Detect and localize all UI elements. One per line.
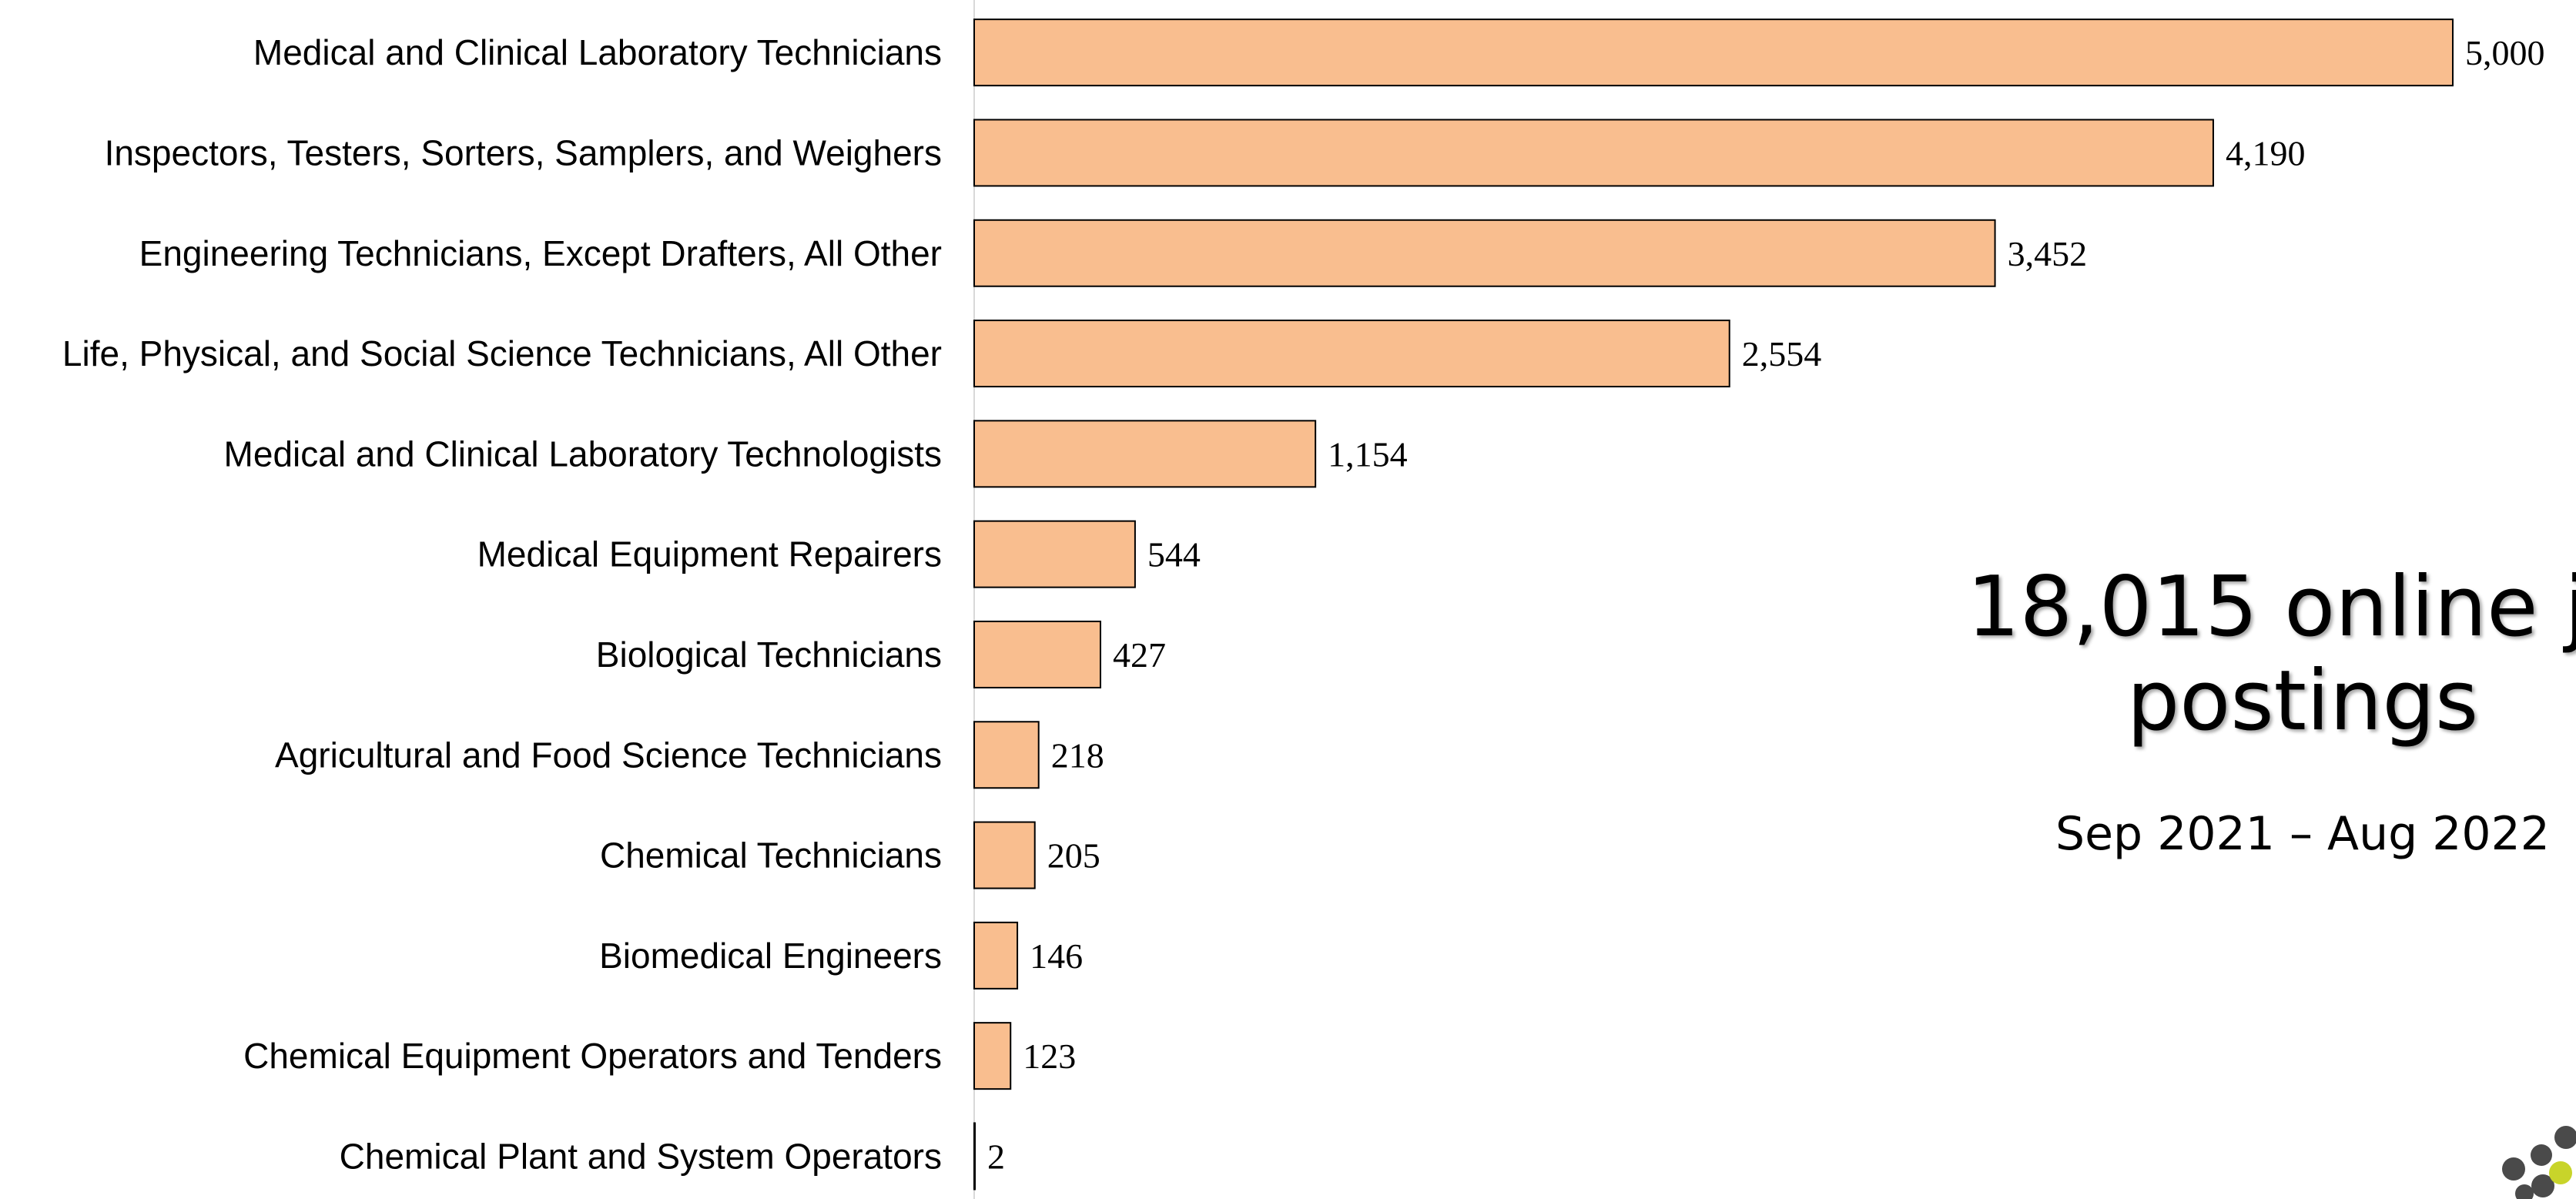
- bar: [973, 821, 1036, 889]
- category-label: Chemical Technicians: [600, 836, 942, 876]
- bar: [973, 921, 1019, 990]
- value-label: 2,554: [1742, 334, 1822, 373]
- logo-dot: [2515, 1184, 2534, 1199]
- value-label: 218: [1051, 735, 1104, 775]
- date-range-subtitle: Sep 2021 – Aug 2022: [2055, 807, 2550, 861]
- category-label: Engineering Technicians, Except Drafters…: [139, 233, 942, 273]
- category-labels-group: Medical and Clinical Laboratory Technici…: [62, 32, 942, 1176]
- value-label: 1,154: [1328, 434, 1408, 474]
- bar: [973, 620, 1101, 688]
- bar: [973, 219, 1996, 287]
- bar: [973, 420, 1317, 488]
- category-label: Medical and Clinical Laboratory Technolo…: [224, 434, 942, 474]
- category-label: Life, Physical, and Social Science Techn…: [62, 333, 942, 373]
- bar: [973, 119, 2214, 187]
- category-label: Medical and Clinical Laboratory Technici…: [253, 32, 942, 72]
- logo-dot: [2531, 1174, 2554, 1197]
- category-label: Chemical Plant and System Operators: [340, 1136, 942, 1176]
- value-label: 427: [1113, 635, 1166, 675]
- bar: [973, 320, 1730, 388]
- logo-dot: [2531, 1144, 2552, 1166]
- bar: [973, 1122, 976, 1191]
- value-label: 205: [1047, 836, 1100, 876]
- logo-dot: [2502, 1157, 2525, 1181]
- bar: [973, 520, 1136, 588]
- value-label: 5,000: [2465, 33, 2545, 72]
- value-label: 123: [1023, 1037, 1076, 1076]
- value-label: 3,452: [2008, 234, 2088, 273]
- category-label: Biological Technicians: [596, 635, 942, 675]
- value-labels-group: 5,000 4,190 3,452 2,554 1,154 544 427 218 205 146…: [987, 33, 2545, 1176]
- value-label: 146: [1030, 936, 1083, 976]
- category-label: Medical Equipment Repairers: [477, 534, 942, 574]
- category-label: Agricultural and Food Science Technician…: [275, 735, 942, 775]
- logo-dot-accent: [2549, 1161, 2572, 1184]
- bar: [973, 18, 2454, 87]
- dots-logo-icon: [2502, 1126, 2576, 1199]
- bars-group: [973, 18, 2454, 1191]
- value-label: 2: [987, 1137, 1005, 1176]
- category-label: Biomedical Engineers: [599, 936, 942, 976]
- value-label: 4,190: [2226, 133, 2306, 172]
- bar: [973, 721, 1040, 789]
- category-label: Chemical Equipment Operators and Tenders: [243, 1036, 942, 1076]
- category-label: Inspectors, Testers, Sorters, Samplers, …: [105, 132, 942, 172]
- bar: [973, 1022, 1012, 1090]
- headline: 18,015 online jo postings: [1918, 566, 2576, 743]
- logo-dot: [2554, 1126, 2576, 1149]
- headline-line-1: 18,015 online jo: [1966, 559, 2576, 655]
- value-label: 544: [1147, 535, 1201, 574]
- headline-line-2: postings: [2126, 653, 2479, 749]
